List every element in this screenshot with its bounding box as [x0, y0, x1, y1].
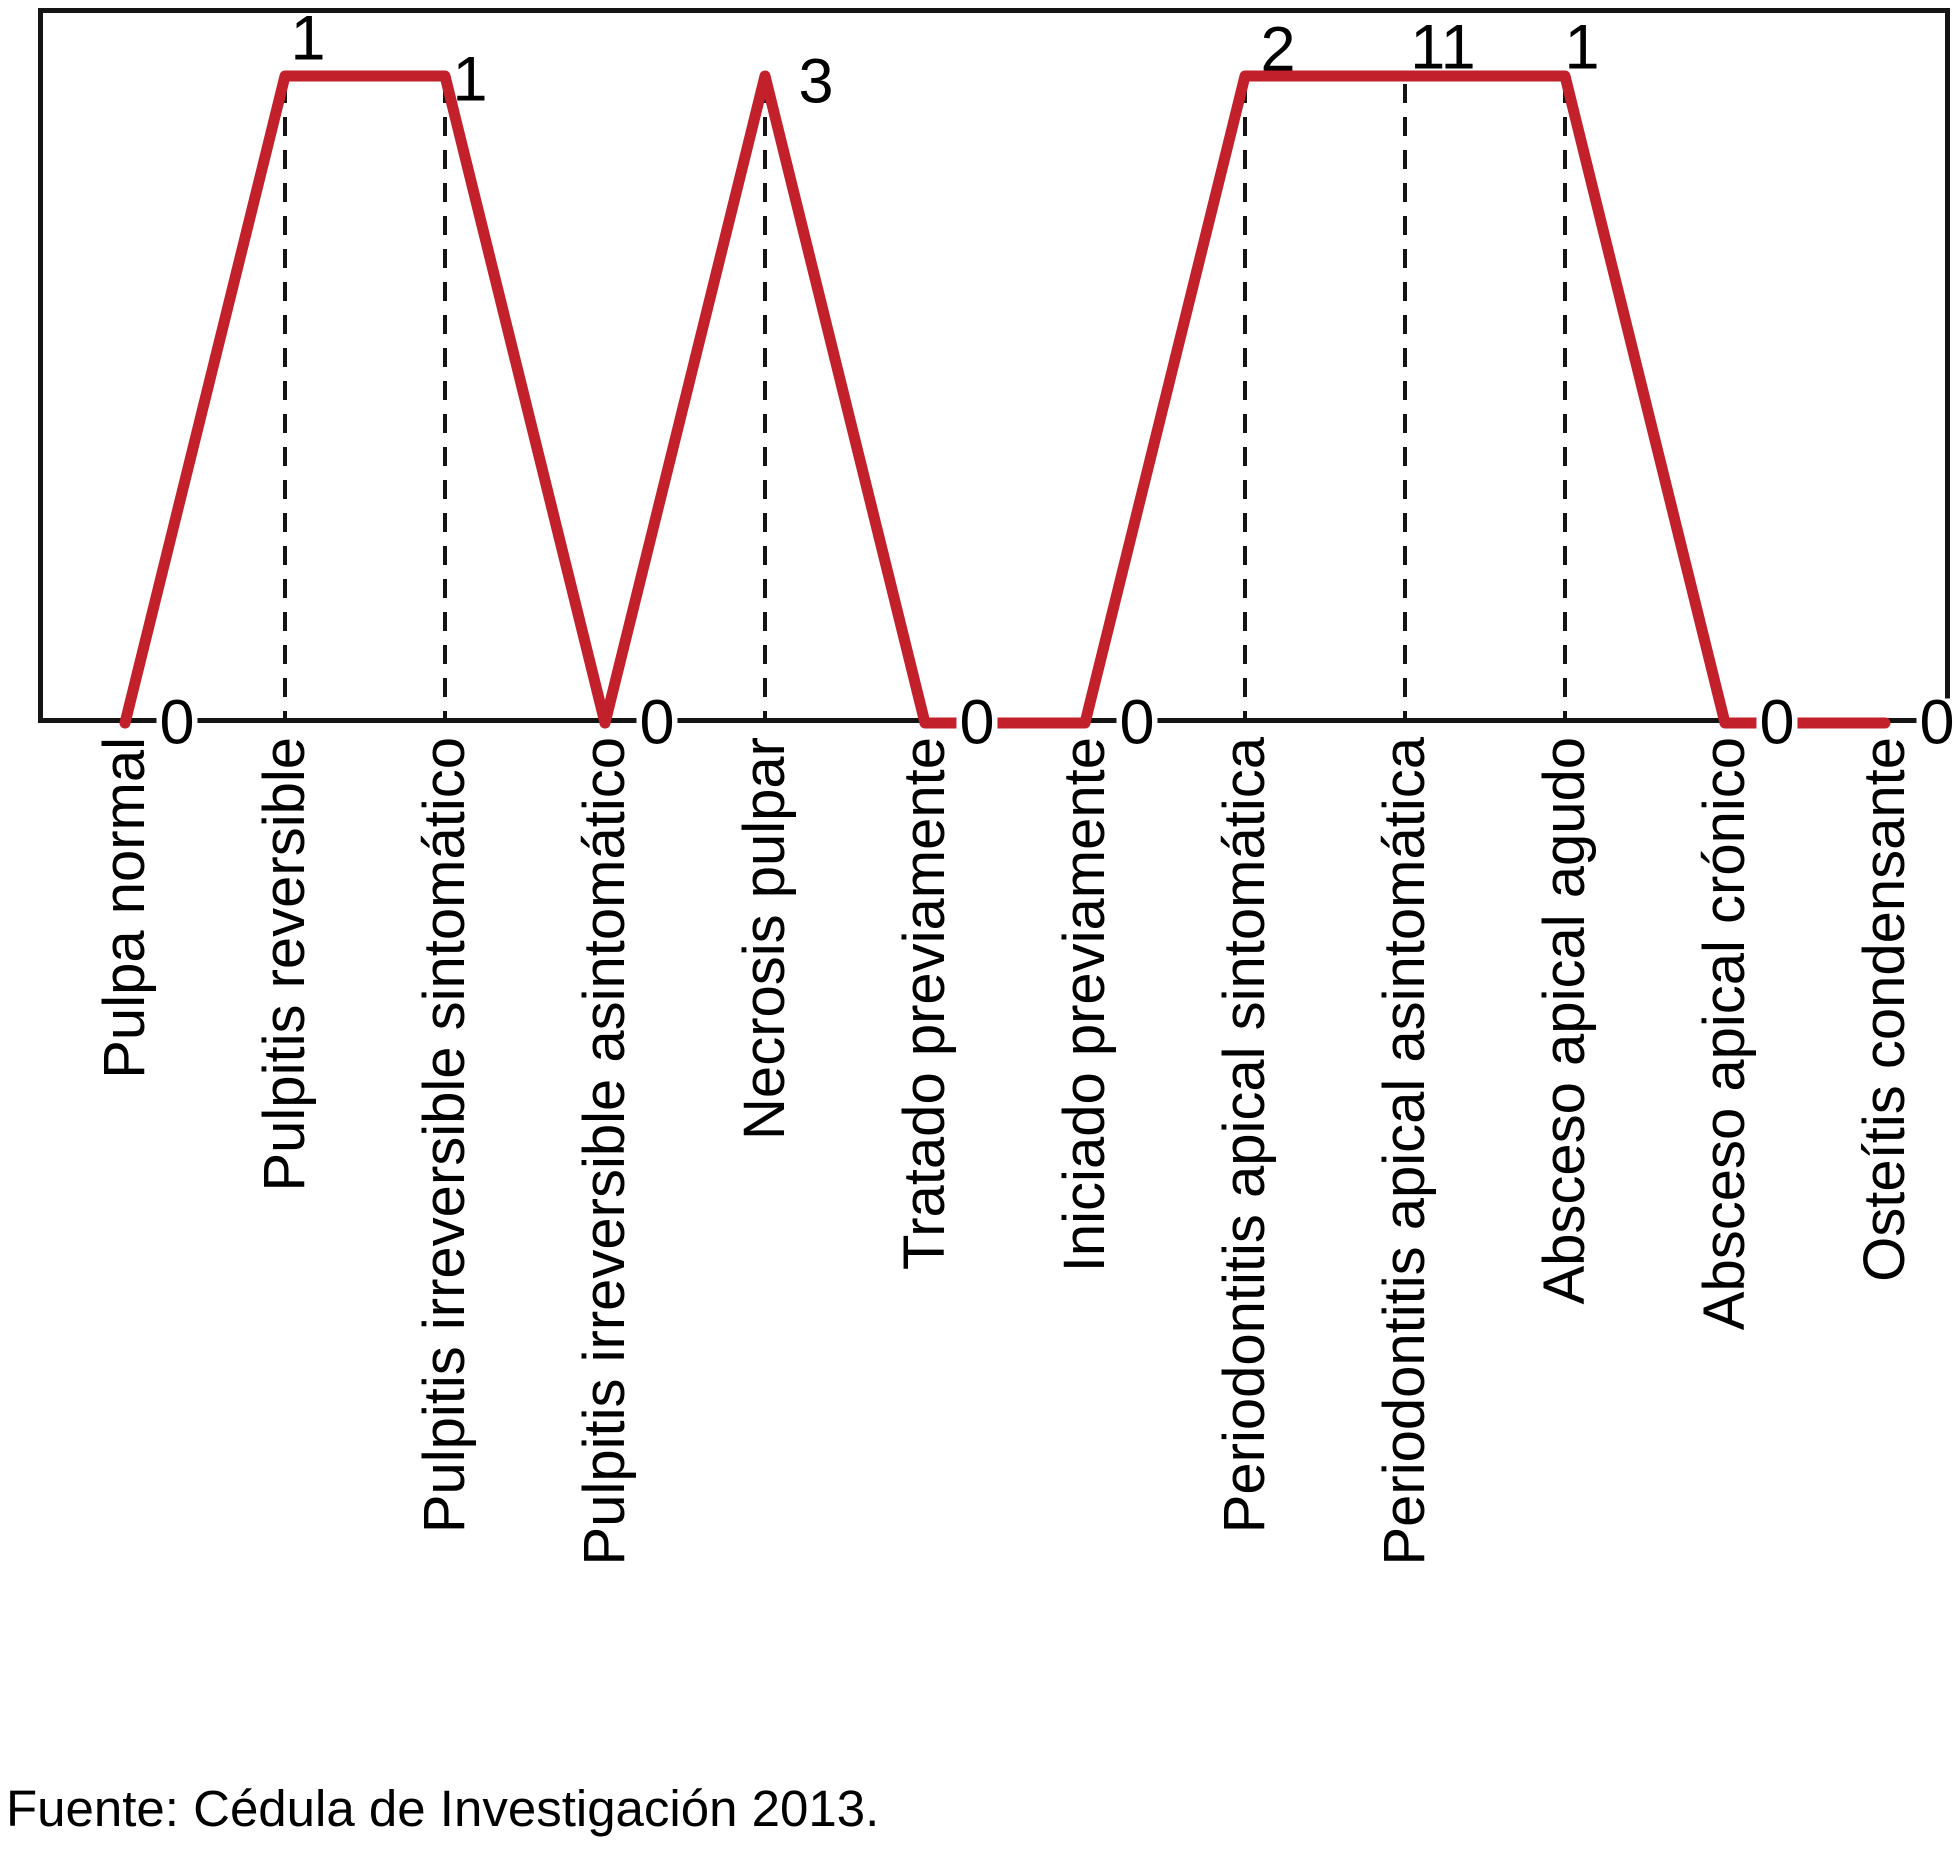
- plot-border: [38, 8, 1950, 723]
- category-label: Pulpitis irreversible sintomático: [412, 737, 477, 1534]
- value-label: 1: [452, 44, 488, 115]
- value-label: 0: [156, 691, 198, 754]
- value-label: 0: [636, 691, 678, 754]
- category-label: Absceso apical agudo: [1532, 737, 1597, 1305]
- category-label: Absceso apical crónico: [1692, 737, 1757, 1331]
- value-label: 0: [1756, 691, 1798, 754]
- value-label: 1: [290, 3, 326, 74]
- category-label: Pulpa normal: [92, 737, 157, 1079]
- category-label: Iniciado previamente: [1052, 737, 1117, 1273]
- category-label: Osteítis condensante: [1852, 737, 1917, 1282]
- category-label: Tratado previamente: [892, 737, 957, 1271]
- category-label: Periodontitis apical sintomática: [1212, 737, 1277, 1534]
- value-label: 2: [1260, 14, 1296, 85]
- value-label: 11: [1410, 12, 1476, 83]
- value-label: 0: [1916, 691, 1957, 754]
- value-label: 0: [1116, 691, 1158, 754]
- source-caption: Fuente: Cédula de Investigación 2013.: [6, 1780, 880, 1837]
- category-label: Pulpitis reversible: [252, 737, 317, 1192]
- category-label: Necrosis pulpar: [732, 737, 797, 1140]
- chart-line: [119, 70, 1891, 729]
- category-label: Periodontitis apical asintomática: [1372, 737, 1437, 1566]
- value-label: 3: [798, 46, 834, 117]
- category-label: Pulpitis irreversible asintomático: [572, 737, 637, 1566]
- value-label: 0: [956, 691, 998, 754]
- value-label: 1: [1564, 12, 1600, 83]
